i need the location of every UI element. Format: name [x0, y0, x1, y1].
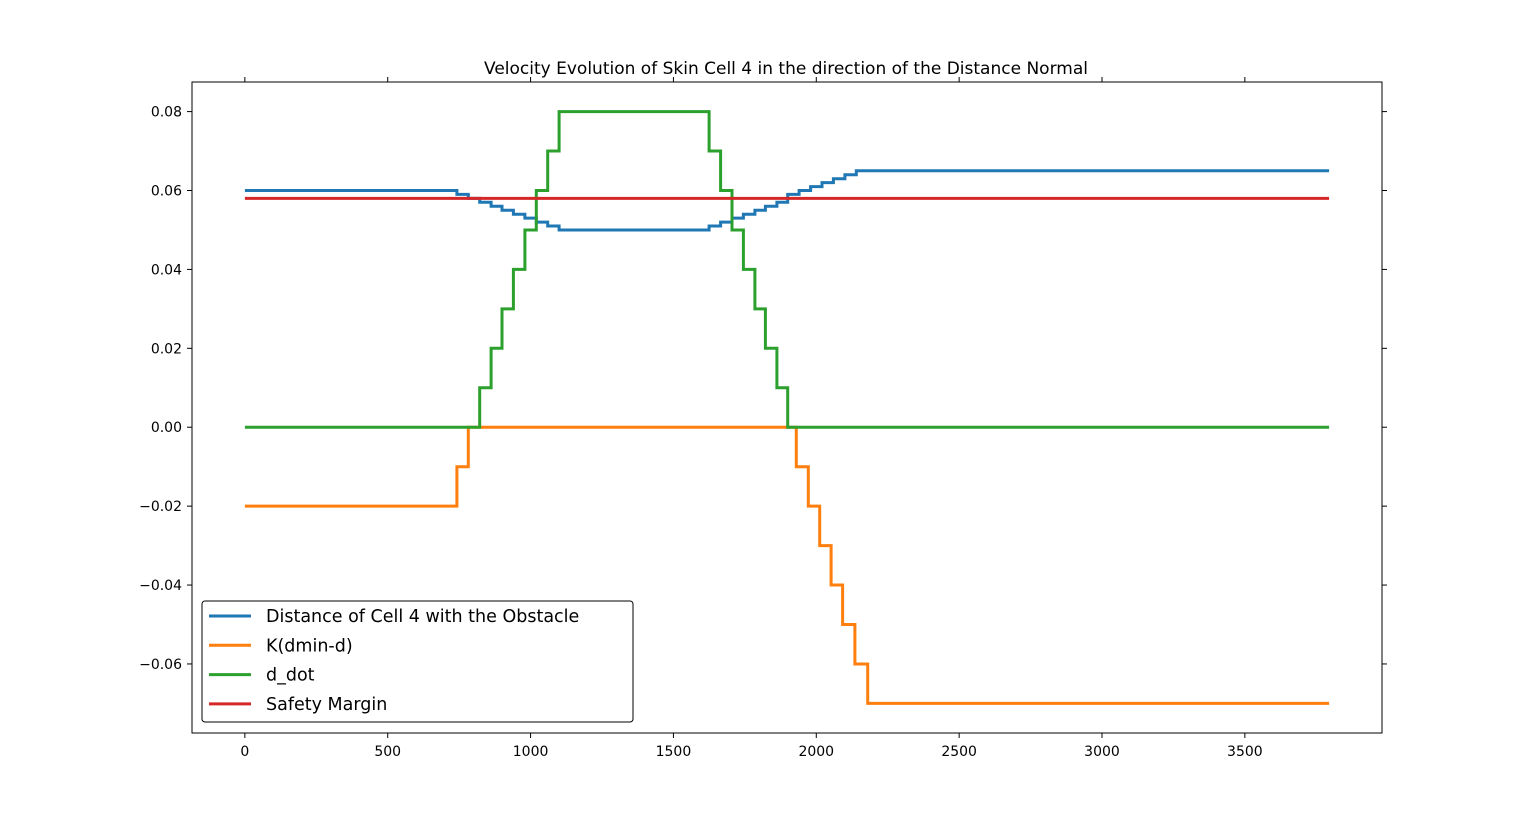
y-tick-label-3: 0.00 [151, 420, 182, 436]
x-tick-label-2: 1000 [513, 744, 549, 760]
x-tick-label-1: 500 [374, 744, 401, 760]
y-tick-label-0: −0.06 [139, 657, 182, 673]
x-tick-label-7: 3500 [1227, 744, 1263, 760]
series-line-1 [244, 425, 1330, 705]
legend-label-1: K(dmin-d) [266, 636, 353, 656]
x-tick-label-4: 2000 [798, 744, 834, 760]
chart-title: Velocity Evolution of Skin Cell 4 in the… [484, 59, 1088, 79]
ticks-layer: 0 500 1000 1500 2000 2500 3000 3500 −0.06 −0.04 −0… [139, 77, 1387, 760]
x-tick-label-6: 3000 [1084, 744, 1120, 760]
y-tick-label-2: −0.02 [139, 499, 182, 515]
series-line-2 [244, 110, 1330, 429]
y-tick-label-7: 0.08 [151, 105, 182, 121]
x-tick-label-0: 0 [240, 744, 249, 760]
legend-label-0: Distance of Cell 4 with the Obstacle [266, 607, 579, 627]
y-tick-label-5: 0.04 [151, 262, 182, 278]
series-layer [244, 110, 1330, 705]
x-tick-label-5: 2500 [941, 744, 977, 760]
y-tick-label-6: 0.06 [151, 184, 182, 200]
y-tick-label-4: 0.02 [151, 341, 182, 357]
legend-box [201, 600, 634, 723]
y-tick-label-1: −0.04 [139, 578, 182, 594]
legend-label-3: Safety Margin [266, 695, 387, 715]
legend-label-2: d_dot [266, 666, 315, 686]
legend: Distance of Cell 4 with the Obstacle K(dm… [201, 600, 634, 723]
x-tick-label-3: 1500 [656, 744, 692, 760]
plot-area-frame [191, 81, 1383, 734]
